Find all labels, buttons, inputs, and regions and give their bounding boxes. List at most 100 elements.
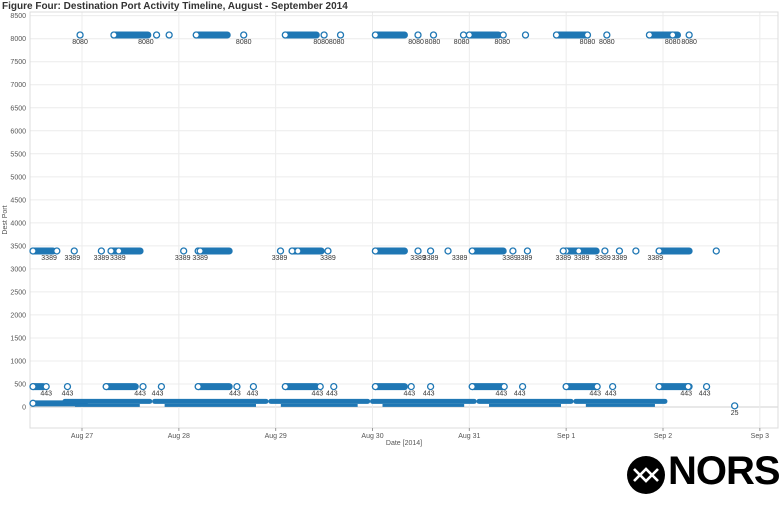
port-443-point xyxy=(562,382,570,391)
y-tick-label: 7000 xyxy=(10,82,26,89)
y-axis-label: Dest Port xyxy=(2,205,9,234)
port-443-data-label: 443 xyxy=(326,391,338,398)
y-tick-label: 2000 xyxy=(10,312,26,319)
y-tick-label: 500 xyxy=(14,381,26,388)
port-443-point xyxy=(468,382,476,391)
port-443-point xyxy=(518,382,527,391)
port-443-point xyxy=(655,382,663,391)
port-8080-point xyxy=(152,31,161,39)
port-3389-data-label: 3389 xyxy=(65,255,81,262)
port-3389-data-label: 3389 xyxy=(452,255,468,262)
port-443-data-label: 443 xyxy=(403,391,415,398)
x-tick-label: Aug 27 xyxy=(71,433,93,440)
port-443-data-label: 443 xyxy=(589,391,601,398)
port-443-data-label: 443 xyxy=(229,391,241,398)
port-3389-data-label: 3389 xyxy=(595,255,611,262)
port-443-data-label: 443 xyxy=(247,391,259,398)
port-3389-point xyxy=(468,247,476,255)
port-3389-data-label: 3389 xyxy=(41,255,57,262)
x-tick-label: Aug 29 xyxy=(265,433,287,440)
port-8080-data-label: 8080 xyxy=(681,39,697,46)
port-8080-point xyxy=(465,31,473,39)
port-8080-point xyxy=(685,31,693,39)
port-3389-data-label: 3389 xyxy=(574,255,590,262)
port-443-point xyxy=(63,382,72,391)
axes: 0 500 1000 1500 2000 2500 3000 3500 4000 4500 5000… xyxy=(10,11,779,440)
port-8080-data-label: 8080 xyxy=(72,39,88,46)
port-3389-point xyxy=(53,247,61,255)
port-8080-data-label: 8080 xyxy=(313,39,329,46)
port-443-point xyxy=(426,382,435,391)
port-443-point xyxy=(684,382,692,391)
port-8080-point xyxy=(192,31,200,39)
port-3389-point xyxy=(575,247,583,255)
port-443-point xyxy=(330,382,338,391)
port-443-data-label: 443 xyxy=(495,391,507,398)
port-3389-data-label: 3389 xyxy=(612,255,628,262)
port-3389-point xyxy=(97,247,106,255)
data-marks xyxy=(29,31,739,410)
port-8080-point xyxy=(76,31,84,39)
port-3389-point xyxy=(115,247,123,255)
y-tick-label: 5500 xyxy=(10,151,26,158)
port-443-data-label: 443 xyxy=(134,391,146,398)
port-8080-point xyxy=(459,31,468,39)
port-443-data-label: 443 xyxy=(311,391,323,398)
port-8080-point xyxy=(320,31,328,39)
port-8080-point xyxy=(165,31,173,39)
x-tick-label: Aug 28 xyxy=(168,433,190,440)
port-443-data-label: 443 xyxy=(62,391,74,398)
port-3389-data-label: 3389 xyxy=(110,255,126,262)
port-443-point xyxy=(281,382,290,391)
port-8080-point xyxy=(521,31,530,39)
y-tick-label: 1000 xyxy=(10,358,26,365)
port-443-point xyxy=(702,382,711,391)
port-8080-data-label: 8080 xyxy=(408,39,424,46)
port-8080-data-label: 8080 xyxy=(580,39,596,46)
norse-emblem-icon xyxy=(627,456,665,494)
port-443-data-label: 443 xyxy=(680,391,692,398)
port-3389-data-label: 3389 xyxy=(175,255,191,262)
port-443-data-label: 443 xyxy=(423,391,435,398)
port-3389-point xyxy=(632,247,640,255)
port-443-point xyxy=(316,382,324,391)
y-tick-label: 3500 xyxy=(10,243,26,250)
port-3389-point xyxy=(70,247,78,255)
y-tick-label: 8000 xyxy=(10,36,26,43)
port-443-point xyxy=(500,382,508,391)
plot-frame xyxy=(29,11,779,429)
port-443-data-label: 443 xyxy=(152,391,164,398)
port-8080-point xyxy=(429,31,438,39)
port-8080-data-label: 8080 xyxy=(138,39,154,46)
port-8080-data-label: 8080 xyxy=(236,39,252,46)
y-tick-label: 5000 xyxy=(10,174,26,181)
port-8080-data-label: 8080 xyxy=(494,39,510,46)
port-443-point xyxy=(139,382,147,391)
port-3389-point xyxy=(371,247,380,255)
port-3389-point xyxy=(107,247,115,255)
x-tick-label: Sep 1 xyxy=(557,433,575,440)
port-443-point xyxy=(407,382,415,391)
port-8080-point xyxy=(552,31,561,39)
x-tick-label: Aug 30 xyxy=(361,433,383,440)
port-3389-point xyxy=(559,247,567,255)
port-3389-point xyxy=(444,247,452,255)
port-8080-point xyxy=(336,31,345,39)
port-8080-point xyxy=(603,31,611,39)
x-tick-label: Aug 31 xyxy=(458,433,480,440)
port-443-point xyxy=(249,382,258,391)
port-3389-point xyxy=(523,247,532,255)
x-tick-label: Sep 3 xyxy=(751,433,769,440)
y-tick-label: 6000 xyxy=(10,128,26,135)
port-443-data-label: 443 xyxy=(605,391,617,398)
port-443-point xyxy=(608,382,617,391)
port-3389-data-label: 3389 xyxy=(320,255,336,262)
port-8080-data-label: 8080 xyxy=(425,39,441,46)
port-80-point xyxy=(29,399,37,407)
y-tick-label: 3000 xyxy=(10,266,26,273)
port-3389-data-label: 3389 xyxy=(502,255,518,262)
port-3389-point xyxy=(615,247,624,255)
port-8080-data-label: 8080 xyxy=(599,39,615,46)
port-3389-data-label: 3389 xyxy=(410,255,426,262)
